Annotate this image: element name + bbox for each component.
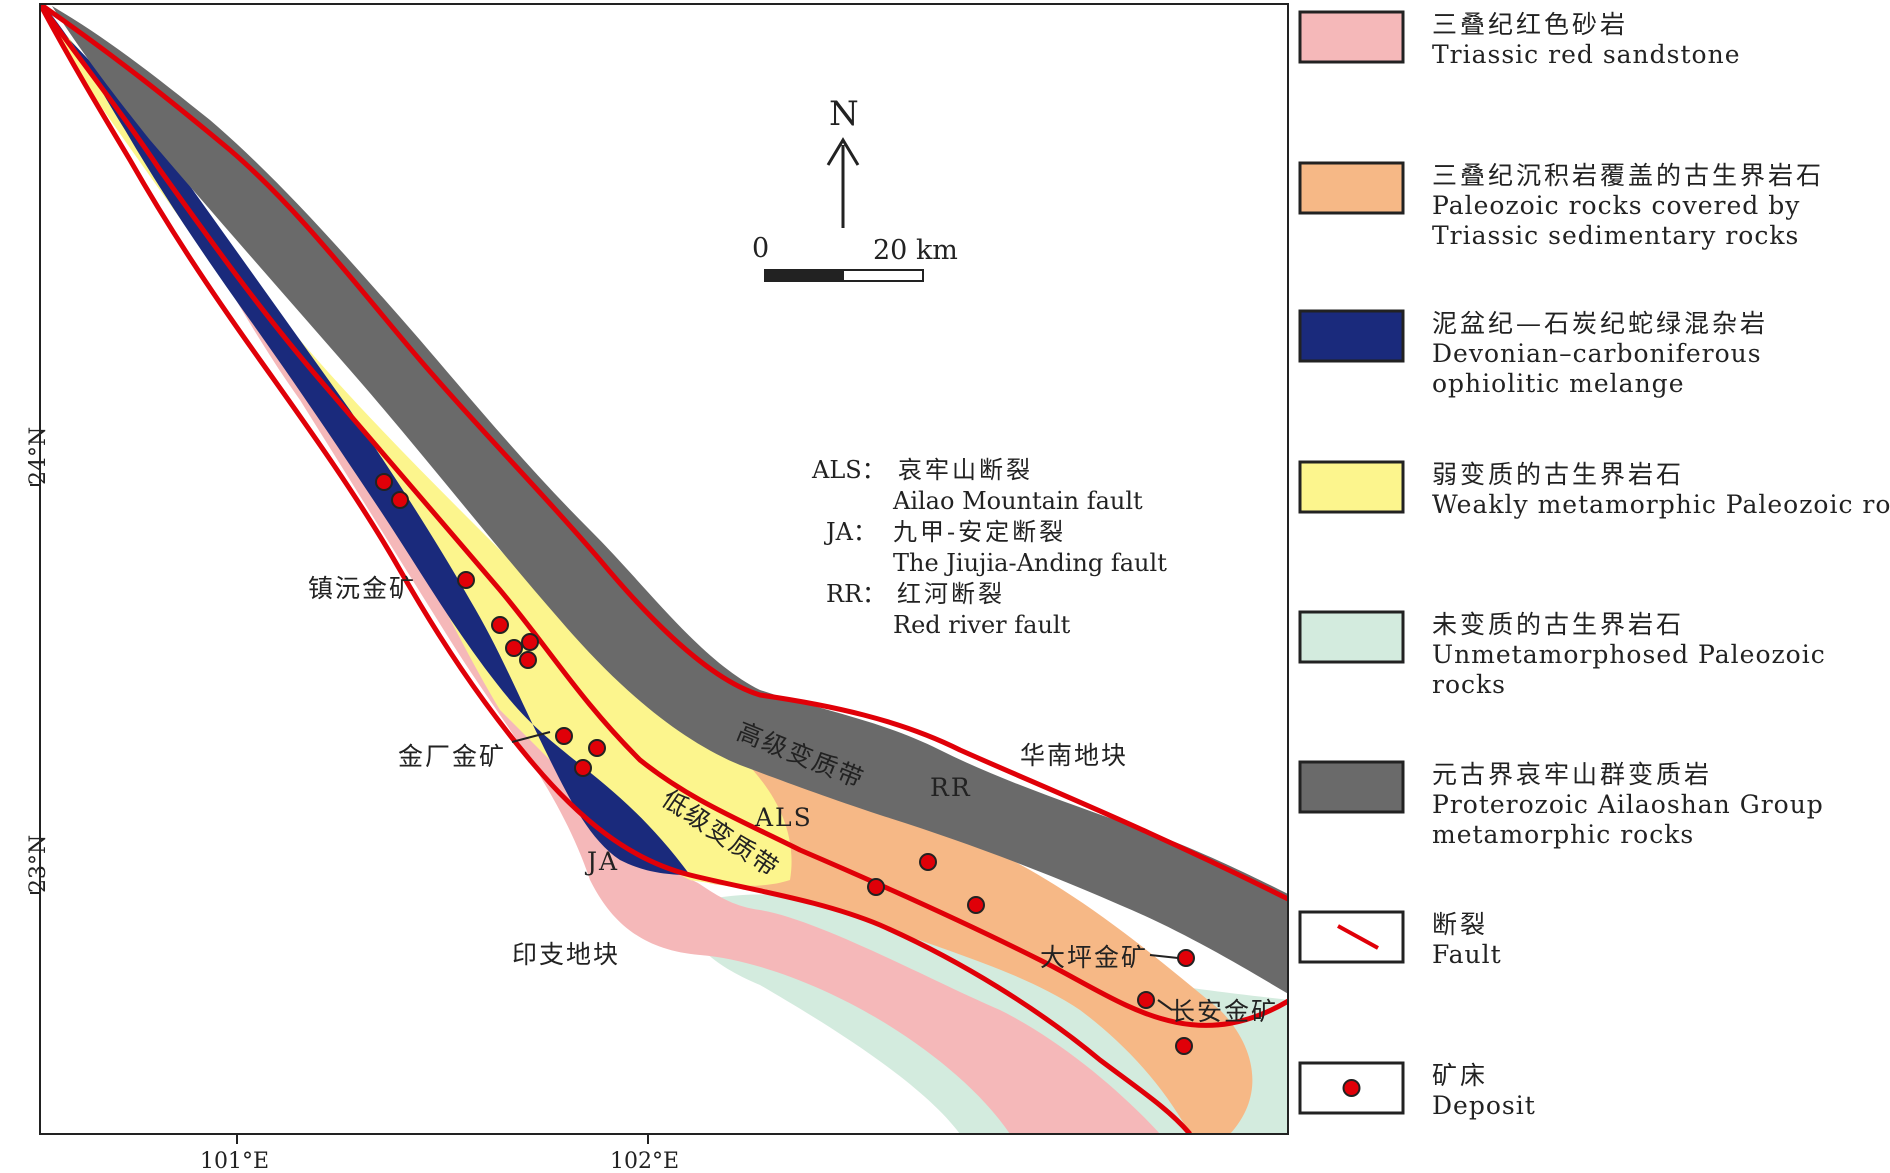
deposits <box>375 473 1195 1055</box>
deposit-marker <box>491 616 509 634</box>
label-south-china-block: 华南地块 <box>1020 741 1128 770</box>
legend-swatch <box>1298 10 1405 64</box>
scale-bar-start: 0 <box>752 233 769 264</box>
deposit-symbol <box>1342 1079 1361 1097</box>
deposit-leaders <box>511 731 1179 1011</box>
label-indochina-block: 印支地块 <box>512 940 620 969</box>
abbr-ja-code: JA： <box>823 518 877 546</box>
legend-label-en: metamorphic rocks <box>1432 820 1694 849</box>
label-rr: RR <box>930 773 972 802</box>
legend-label-en: rocks <box>1432 670 1506 699</box>
abbr-ja-en: The Jiujia-Anding fault <box>893 549 1167 577</box>
lon-label-102: 102°E <box>610 1149 679 1169</box>
legend-label-en: Unmetamorphosed Paleozoic <box>1432 640 1826 669</box>
faults <box>40 4 1288 1134</box>
label-changan-deposit: 长安金矿 <box>1170 997 1278 1026</box>
north-arrow-letter: N <box>829 94 859 134</box>
north-arrow: N <box>826 94 860 228</box>
legend-label-cn: 弱变质的古生界岩石 <box>1432 460 1684 489</box>
legend-swatch <box>1298 460 1405 514</box>
label-als: ALS <box>754 803 813 832</box>
deposit-marker <box>1137 991 1155 1009</box>
map-frame <box>39 3 1289 1135</box>
legend-label-en: Triassic red sandstone <box>1432 40 1741 69</box>
deposit-marker <box>555 727 573 745</box>
deposit-marker <box>574 759 592 777</box>
legend-label-cn: 泥盆纪—石炭纪蛇绿混杂岩 <box>1432 309 1768 338</box>
abbr-als-en: Ailao Mountain fault <box>892 487 1143 515</box>
label-ja: JA <box>584 847 619 876</box>
legend-label-en: Fault <box>1432 940 1502 969</box>
abbr-ja-cn: 九甲-安定断裂 <box>893 518 1066 546</box>
legend-label-en: Devonian–carboniferous <box>1432 339 1762 368</box>
legend-swatch <box>1298 309 1405 363</box>
deposit-marker <box>521 633 539 651</box>
fault-line-symbol <box>1337 924 1379 950</box>
legend-swatch <box>1298 760 1405 814</box>
legend-label-en: Weakly metamorphic Paleozoic rocks <box>1432 490 1890 519</box>
deposit-marker <box>588 739 606 757</box>
deposit-marker <box>391 491 409 509</box>
legend-label-en: ophiolitic melange <box>1432 369 1685 398</box>
deposit-marker <box>375 473 393 491</box>
ailao-mountain-fault <box>40 4 1288 1028</box>
legend-label-cn: 元古界哀牢山群变质岩 <box>1432 760 1712 789</box>
scale-bar: 0 20 km <box>752 233 958 282</box>
scale-bar-end: 20 km <box>873 235 958 266</box>
deposit-marker <box>1175 1037 1193 1055</box>
jiujia-anding-fault <box>40 4 1192 1134</box>
label-zhenyuan-deposit: 镇沅金矿 <box>308 574 416 603</box>
deposit-marker <box>919 853 937 871</box>
deposit-marker <box>867 878 885 896</box>
deposit-marker <box>1177 949 1195 967</box>
legend-item: 泥盆纪—石炭纪蛇绿混杂岩Devonian–carboniferousophiol… <box>1298 309 1768 398</box>
lon-label-101: 101°E <box>200 1149 269 1169</box>
deposit-marker <box>457 571 475 589</box>
lat-label-24: 24°N <box>26 427 51 485</box>
legend-swatch <box>1298 910 1405 964</box>
abbr-rr-cn: 红河断裂 <box>897 580 1005 608</box>
deposit-marker <box>505 639 523 657</box>
lat-label-23: 23°N <box>26 835 51 893</box>
abbr-als-cn: 哀牢山断裂 <box>898 456 1033 484</box>
abbr-als-code: ALS： <box>811 456 886 484</box>
abbr-rr-code: RR： <box>826 580 886 608</box>
legend-label-en: Deposit <box>1432 1091 1536 1120</box>
coordinate-ticks <box>30 484 649 1144</box>
legend-swatch <box>1298 161 1405 215</box>
abbr-rr-en: Red river fault <box>893 611 1071 639</box>
legend-label-en: Paleozoic rocks covered by <box>1432 191 1800 220</box>
deposit-marker <box>967 896 985 914</box>
paleozoic-covered-area <box>470 560 1253 1134</box>
label-jinchang-deposit: 金厂金矿 <box>398 742 506 771</box>
legend-label-cn: 未变质的古生界岩石 <box>1432 610 1684 639</box>
legend-label-cn: 断裂 <box>1432 910 1488 939</box>
legend-label-cn: 三叠纪沉积岩覆盖的古生界岩石 <box>1432 161 1824 190</box>
legend-label-cn: 矿床 <box>1432 1061 1488 1090</box>
legend-label-en: Proterozoic Ailaoshan Group <box>1432 790 1824 819</box>
label-daping-deposit: 大坪金矿 <box>1040 943 1148 972</box>
legend-label-cn: 三叠纪红色砂岩 <box>1432 10 1628 39</box>
legend-label-en: Triassic sedimentary rocks <box>1432 221 1799 250</box>
abbreviation-list: ALS： 哀牢山断裂 Ailao Mountain fault JA： 九甲-安… <box>811 456 1167 639</box>
red-river-fault <box>40 4 1288 902</box>
ophiolitic-melange-area <box>46 8 690 875</box>
deposit-marker <box>519 651 537 669</box>
legend-swatch <box>1298 610 1405 664</box>
